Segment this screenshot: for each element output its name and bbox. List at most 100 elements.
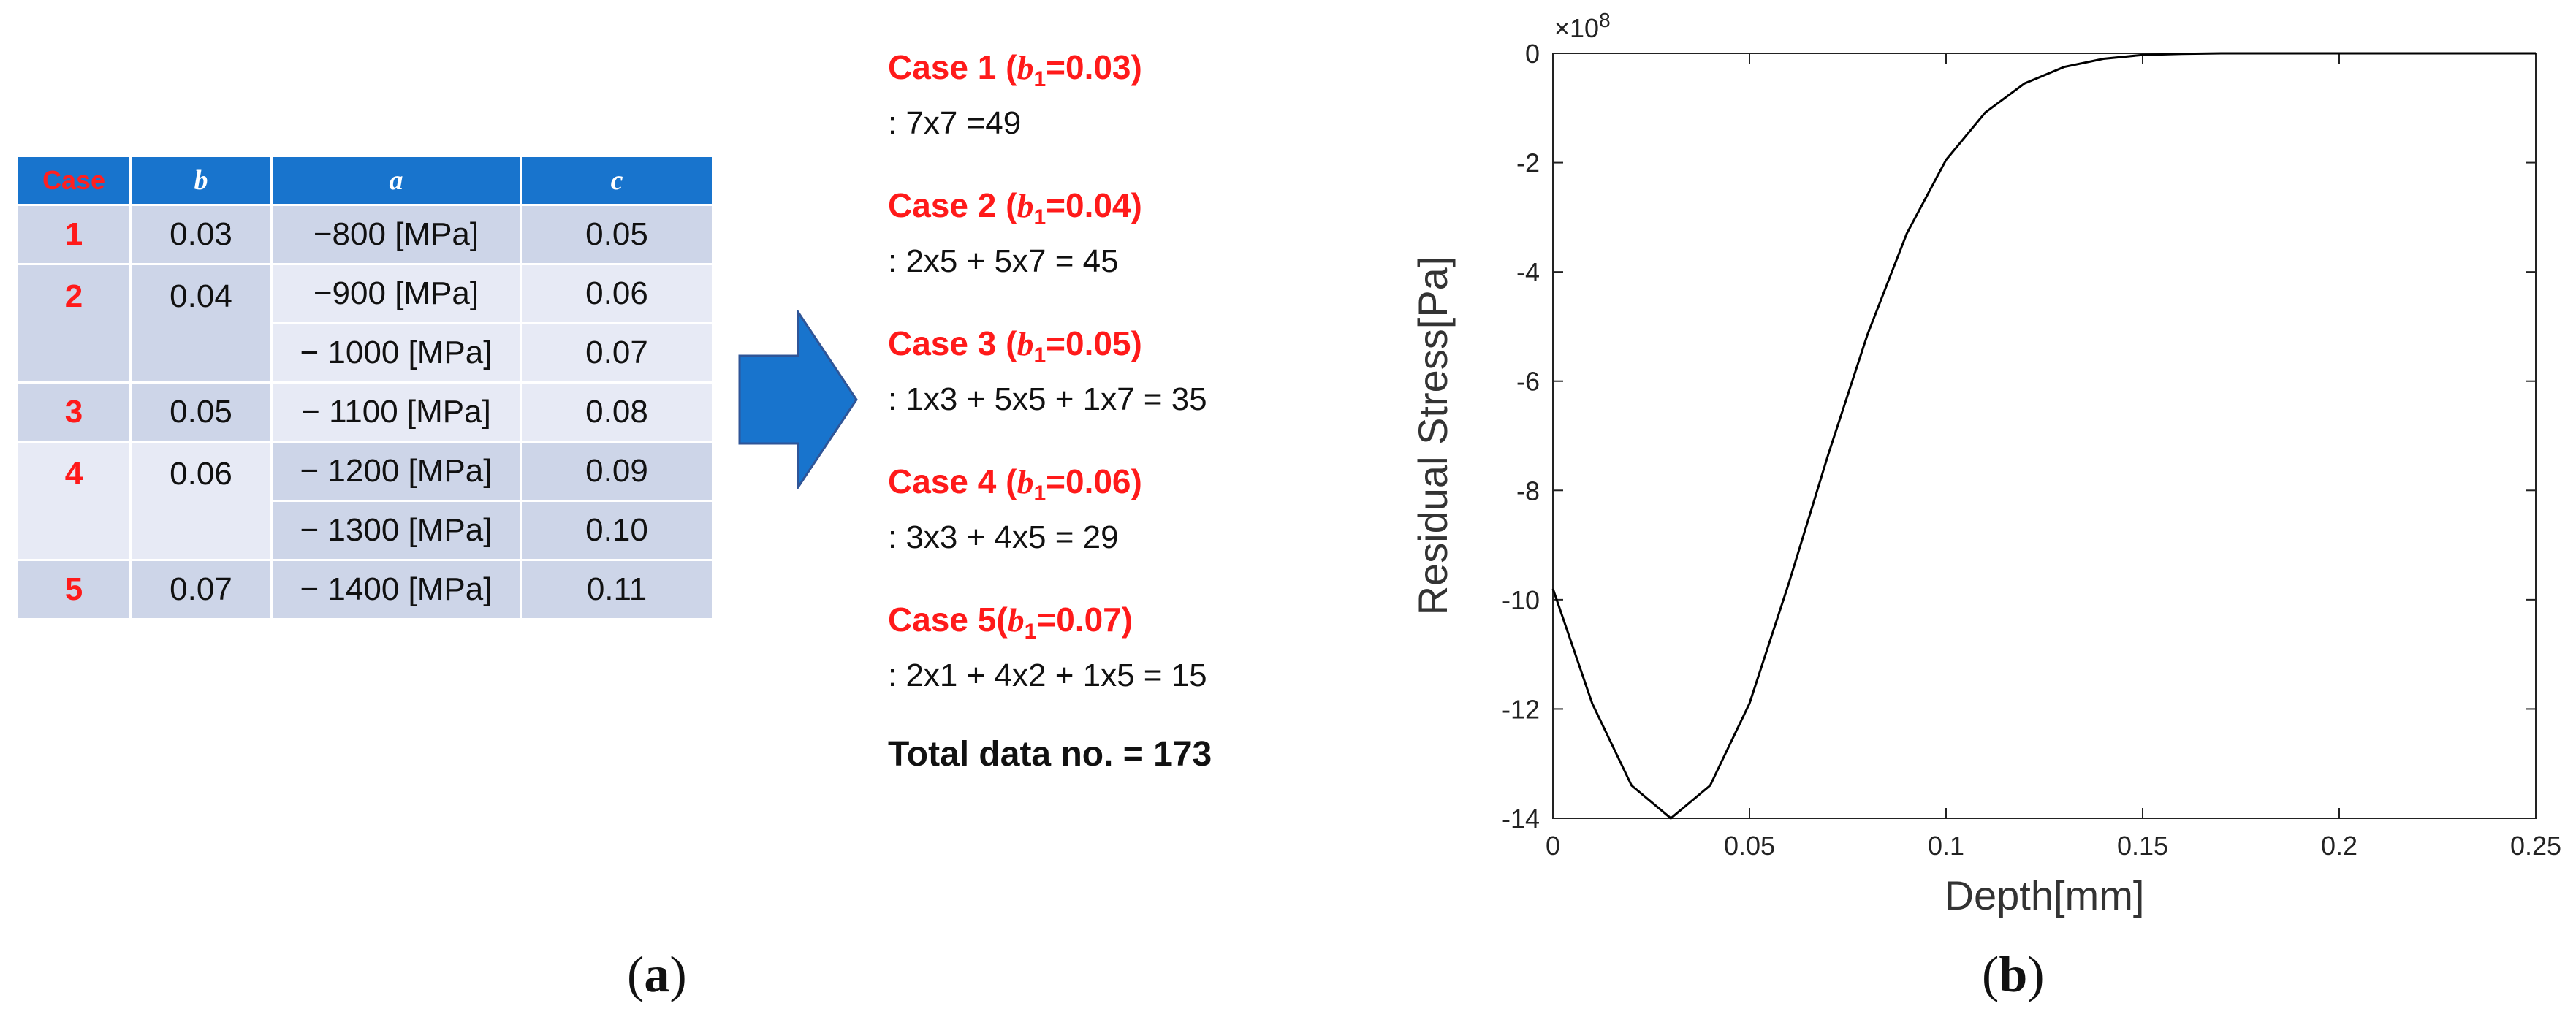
plot-frame [1552, 53, 2537, 819]
a-value: − 1000 [MPa] [270, 322, 522, 384]
x-tick-label: 0.2 [2321, 831, 2357, 861]
case-title-value: =0.04) [1046, 186, 1142, 224]
c-value: 0.05 [520, 204, 714, 265]
a-value: − 1300 [MPa] [270, 500, 522, 561]
a-value: −900 [MPa] [270, 263, 522, 324]
right-arrow-icon [738, 310, 858, 489]
x-tick-label: 0.05 [1724, 831, 1775, 861]
series-line [1551, 52, 2536, 820]
case-title-subscript: 1 [1024, 620, 1037, 644]
case-title-variable: b [1007, 601, 1025, 639]
case-title: Case 5(b1=0.07) [888, 598, 1207, 654]
case-title-prefix: Case 2 ( [888, 186, 1017, 224]
x-tick-label: 0 [1546, 831, 1560, 861]
table-row: − 1000 [MPa] 0.07 [18, 322, 714, 384]
y-tick-label: -6 [1516, 367, 1540, 397]
y-tick-label: -14 [1502, 804, 1540, 834]
total-data-count: Total data no. = 173 [888, 735, 1212, 774]
case-block: Case 2 (b1=0.04): 2x5 + 5x7 = 45 [888, 183, 1207, 321]
b-value: 0.07 [129, 559, 273, 620]
case-number: 1 [16, 204, 132, 265]
case-block: Case 5(b1=0.07) : 2x1 + 4x2 + 1x5 = 15 [888, 598, 1207, 736]
y-tick-label: 0 [1525, 39, 1540, 69]
table-row: 1 0.03 −800 [MPa] 0.05 [16, 204, 714, 265]
case-block: Case 3 (b1=0.05): 1x3 + 5x5 + 1x7 = 35 [888, 321, 1207, 460]
y-multiplier: ×108 [1554, 9, 1611, 43]
case-block: Case 4 (b1=0.06): 3x3 + 4x5 = 29 [888, 460, 1207, 598]
case-title-subscript: 1 [1033, 343, 1046, 368]
y-multiplier-base: ×10 [1554, 13, 1599, 43]
y-tick-label: -12 [1502, 694, 1540, 724]
c-value: 0.07 [520, 322, 714, 384]
a-value: − 1100 [MPa] [270, 381, 522, 443]
case-title-subscript: 1 [1033, 481, 1046, 506]
c-value: 0.10 [520, 500, 714, 561]
y-tick-label: -10 [1502, 585, 1540, 615]
table-header-row: Case b a c [16, 155, 714, 206]
case-number: 5 [16, 559, 132, 620]
a-value: − 1200 [MPa] [270, 441, 522, 502]
case-number: 3 [16, 381, 132, 443]
case-title-variable: b [1017, 463, 1034, 500]
y-axis-label: Residual Stress[Pa] [1410, 256, 1456, 616]
y-tick-label: -2 [1516, 148, 1540, 178]
x-tick-label: 0.1 [1928, 831, 1964, 861]
panel-label-a-letter: a [644, 947, 670, 1003]
case-formula: : 7x7 =49 [888, 105, 1022, 142]
case-title-prefix: Case 3 ( [888, 324, 1017, 362]
x-tick-label: 0.15 [2117, 831, 2168, 861]
header-b: b [129, 155, 273, 206]
case-title: Case 1 (b1=0.03) [888, 45, 1207, 102]
case-title: Case 3 (b1=0.05) [888, 321, 1207, 378]
case-title-prefix: Case 4 ( [888, 462, 1017, 500]
case-title-subscript: 1 [1033, 67, 1046, 92]
y-multiplier-exponent: 8 [1599, 9, 1611, 31]
case-formula: : 3x3 + 4x5 = 29 [888, 519, 1119, 556]
b-value: 0.05 [129, 381, 273, 443]
y-tick-label: -8 [1516, 476, 1540, 506]
y-tick-label: -4 [1516, 257, 1540, 287]
a-value: −800 [MPa] [270, 204, 522, 265]
case-number: 2 [16, 263, 132, 384]
case-title-subscript: 1 [1033, 205, 1046, 230]
x-tick-label: 0.25 [2510, 831, 2561, 861]
case-title-value: =0.06) [1046, 462, 1142, 500]
panel-label-b: (b) [1982, 947, 2045, 1003]
case-list: Case 1 (b1=0.03): 7x7 =49 Case 2 (b1=0.04… [888, 45, 1207, 736]
b-value: 0.03 [129, 204, 273, 265]
case-title-value: =0.03) [1046, 48, 1142, 86]
case-title: Case 2 (b1=0.04) [888, 183, 1207, 240]
table-row: 5 0.07 − 1400 [MPa] 0.11 [16, 559, 714, 620]
table-row: 4 0.06 − 1200 [MPa] 0.09 [16, 441, 714, 561]
x-axis-label: Depth[mm] [1945, 872, 2145, 918]
c-value: 0.06 [520, 263, 714, 324]
header-a: a [270, 155, 522, 206]
header-c: c [520, 155, 714, 206]
header-case: Case [16, 155, 132, 206]
c-value: 0.08 [520, 381, 714, 443]
case-title-prefix: Case 1 ( [888, 48, 1017, 86]
case-formula: : 2x1 + 4x2 + 1x5 = 15 [888, 658, 1207, 694]
case-number: 4 [16, 441, 132, 561]
table-row: 2 0.04 −900 [MPa] 0.06 [16, 263, 714, 384]
c-value: 0.11 [520, 559, 714, 620]
case-title-variable: b [1017, 187, 1034, 224]
case-formula: : 2x5 + 5x7 = 45 [888, 243, 1119, 280]
b-value: 0.06 [129, 441, 273, 561]
b-value: 0.04 [129, 263, 273, 384]
table-row: 3 0.05 − 1100 [MPa] 0.08 [16, 381, 714, 443]
residual-stress-chart: 0 0.05 0.1 0.15 0.2 0.25 0 -2 -4 -6 -8 -10 -12 -14 ×10… [1410, 9, 2561, 918]
case-title: Case 4 (b1=0.06) [888, 460, 1207, 516]
parameter-table: Case b a c 1 0.03 −800 [MPa] 0.05 2 0.04… [16, 155, 714, 620]
case-title-value: =0.05) [1046, 324, 1142, 362]
table-row: − 1300 [MPa] 0.10 [18, 500, 714, 561]
panel-label-b-letter: b [1999, 947, 2028, 1003]
case-title-variable: b [1017, 325, 1034, 362]
case-block: Case 1 (b1=0.03): 7x7 =49 [888, 45, 1207, 183]
c-value: 0.09 [520, 441, 714, 502]
a-value: − 1400 [MPa] [270, 559, 522, 620]
case-title-prefix: Case 5( [888, 601, 1008, 639]
case-formula: : 1x3 + 5x5 + 1x7 = 35 [888, 381, 1207, 418]
case-title-variable: b [1017, 49, 1034, 86]
case-title-value: =0.07) [1036, 601, 1133, 639]
